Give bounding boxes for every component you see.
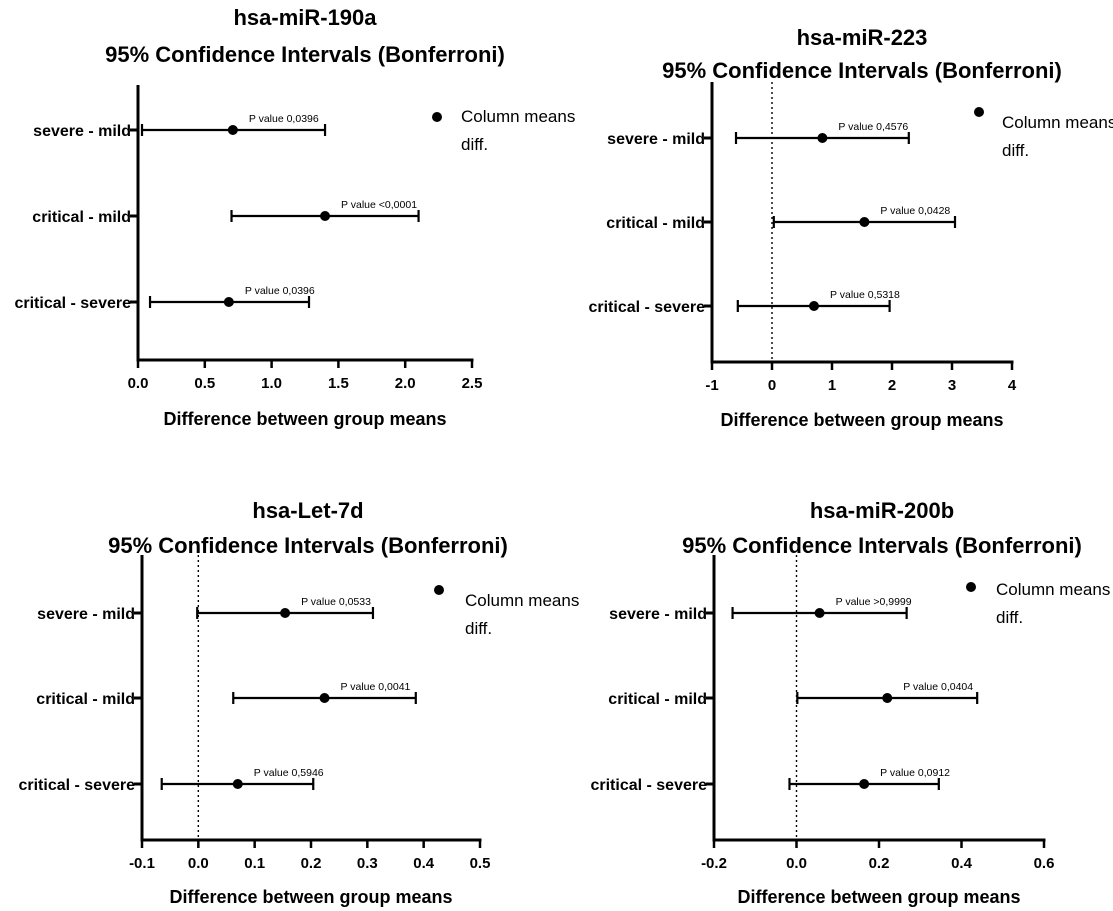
x-tick-label: -0.2 <box>701 855 727 872</box>
chart-panel-4: hsa-miR-200b 95% Confidence Intervals (Bo… <box>590 498 1110 907</box>
p-value-label: P value 0,0912 <box>880 767 950 779</box>
legend-label: Column means <box>461 107 575 126</box>
x-tick-label: 0.0 <box>128 375 149 392</box>
x-tick-label: 0.2 <box>301 855 322 872</box>
x-tick-label: 4 <box>1008 377 1017 394</box>
legend-marker <box>966 582 976 592</box>
p-value-label: P value >0,9999 <box>836 596 912 608</box>
legend-label: Column means <box>1002 113 1113 132</box>
mean-diff-point <box>882 693 893 703</box>
mean-diff-point <box>320 211 331 221</box>
x-tick-label: 0.4 <box>413 855 435 872</box>
legend-label: diff. <box>461 135 488 154</box>
p-value-label: P value 0,0533 <box>301 596 371 608</box>
mean-diff-point <box>227 125 238 135</box>
mean-diff-point <box>223 297 234 307</box>
category-label: critical - severe <box>18 777 135 794</box>
chart-title: hsa-Let-7d <box>252 498 363 523</box>
x-tick-label: 0 <box>768 377 776 394</box>
p-value-label: P value 0,0404 <box>903 681 973 693</box>
category-label: severe - mild <box>37 606 135 623</box>
mean-diff-point <box>280 608 291 618</box>
p-value-label: P value 0,5946 <box>254 767 324 779</box>
p-value-label: P value <0,0001 <box>341 199 417 211</box>
legend-marker <box>974 107 984 117</box>
mean-diff-point <box>809 301 819 311</box>
category-label: severe - mild <box>607 131 705 148</box>
p-value-label: P value 0,0396 <box>245 285 315 297</box>
mean-diff-point <box>859 779 870 789</box>
legend-label: Column means <box>465 591 579 610</box>
p-value-label: P value 0,0041 <box>341 681 411 693</box>
p-value-label: P value 0,0396 <box>249 113 319 125</box>
category-label: critical - severe <box>14 295 131 312</box>
chart-subtitle: 95% Confidence Intervals (Bonferroni) <box>662 58 1062 83</box>
x-axis-label: Difference between group means <box>169 887 452 907</box>
chart-subtitle: 95% Confidence Intervals (Bonferroni) <box>682 533 1082 558</box>
x-tick-label: -1 <box>705 377 718 394</box>
x-tick-label: 0.5 <box>194 375 215 392</box>
x-axis-label: Difference between group means <box>720 410 1003 430</box>
x-axis-label: Difference between group means <box>163 409 446 429</box>
x-tick-label: -0.1 <box>129 855 155 872</box>
chart-panel-2: hsa-miR-223 95% Confidence Intervals (Bon… <box>588 25 1113 430</box>
chart-subtitle: 95% Confidence Intervals (Bonferroni) <box>105 42 505 67</box>
category-label: critical - mild <box>606 215 705 232</box>
mean-diff-point <box>232 779 243 789</box>
mean-diff-point <box>814 608 825 618</box>
mean-diff-point <box>319 693 330 703</box>
p-value-label: P value 0,4576 <box>838 121 908 133</box>
legend-label: diff. <box>1002 141 1029 160</box>
chart-title: hsa-miR-190a <box>233 5 377 30</box>
chart-subtitle: 95% Confidence Intervals (Bonferroni) <box>108 533 508 558</box>
x-tick-label: 0.0 <box>786 855 807 872</box>
chart-title: hsa-miR-200b <box>810 498 954 523</box>
chart-panel-1: hsa-miR-190a 95% Confidence Intervals (Bo… <box>14 5 575 429</box>
legend-label: diff. <box>465 619 492 638</box>
legend-label: diff. <box>996 608 1023 627</box>
category-label: severe - mild <box>33 123 131 140</box>
chart-panel-3: hsa-Let-7d 95% Confidence Intervals (Bonf… <box>18 498 579 907</box>
legend-marker <box>434 585 444 595</box>
x-tick-label: 2 <box>888 377 896 394</box>
category-label: critical - mild <box>32 209 131 226</box>
p-value-label: P value 0,5318 <box>830 289 900 301</box>
x-tick-label: 2.0 <box>395 375 416 392</box>
x-tick-label: 1.0 <box>261 375 282 392</box>
x-tick-label: 0.5 <box>470 855 491 872</box>
category-label: critical - severe <box>590 777 707 794</box>
legend-marker <box>432 112 442 122</box>
x-tick-label: 0.6 <box>1034 855 1055 872</box>
category-label: severe - mild <box>609 606 707 623</box>
x-tick-label: 1.5 <box>328 375 349 392</box>
p-value-label: P value 0,0428 <box>880 205 950 217</box>
chart-title: hsa-miR-223 <box>797 25 928 50</box>
category-label: critical - mild <box>608 691 707 708</box>
x-tick-label: 0.4 <box>951 855 973 872</box>
legend-label: Column means <box>996 580 1110 599</box>
x-axis-label: Difference between group means <box>737 887 1020 907</box>
x-tick-label: 0.3 <box>357 855 378 872</box>
x-tick-label: 0.1 <box>244 855 265 872</box>
category-label: critical - mild <box>36 691 135 708</box>
x-tick-label: 3 <box>948 377 956 394</box>
x-tick-label: 0.2 <box>869 855 890 872</box>
mean-diff-point <box>817 133 828 143</box>
x-tick-label: 2.5 <box>462 375 483 392</box>
mean-diff-point <box>859 217 870 227</box>
x-tick-label: 0.0 <box>188 855 209 872</box>
category-label: critical - severe <box>588 299 705 316</box>
x-tick-label: 1 <box>828 377 836 394</box>
